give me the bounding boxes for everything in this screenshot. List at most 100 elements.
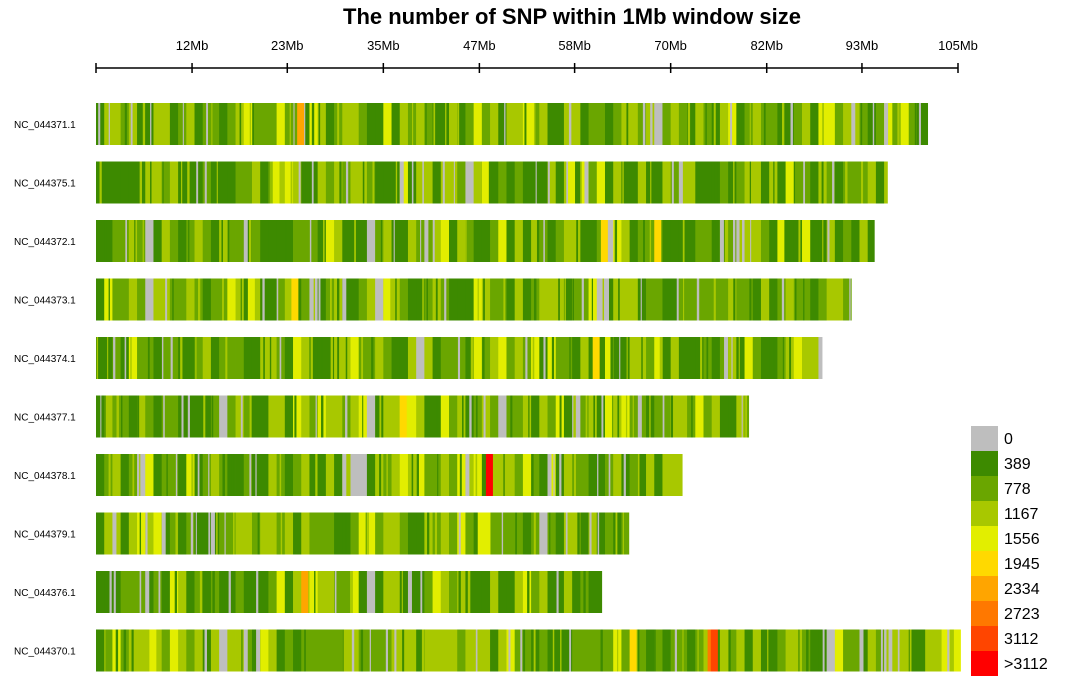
snp-window bbox=[158, 571, 161, 613]
snp-window bbox=[358, 571, 368, 613]
chromosome-label: NC_044370.1 bbox=[14, 647, 76, 658]
snp-window bbox=[843, 278, 852, 321]
snp-window bbox=[219, 161, 228, 204]
legend-entry: 2334 bbox=[971, 576, 1040, 601]
x-tick-label: 82Mb bbox=[750, 38, 783, 53]
snp-window bbox=[391, 220, 401, 262]
snp-window bbox=[547, 103, 557, 145]
snp-window bbox=[459, 454, 462, 496]
snp-window bbox=[323, 220, 325, 262]
snp-window bbox=[424, 571, 433, 613]
snp-window bbox=[126, 454, 129, 496]
snp-window bbox=[139, 454, 141, 496]
snp-window bbox=[650, 161, 652, 204]
snp-window bbox=[490, 454, 499, 496]
snp-window bbox=[416, 454, 425, 496]
snp-window bbox=[366, 103, 376, 145]
snp-window bbox=[766, 278, 770, 321]
legend-label: 0 bbox=[1004, 431, 1013, 448]
snp-window bbox=[687, 278, 696, 321]
snp-window bbox=[760, 161, 770, 204]
snp-window bbox=[187, 161, 190, 204]
snp-window bbox=[769, 278, 778, 321]
snp-window bbox=[104, 571, 113, 613]
snp-window bbox=[900, 629, 910, 672]
snp-window bbox=[532, 337, 535, 379]
snp-window bbox=[515, 512, 517, 555]
snp-window bbox=[145, 512, 148, 555]
snp-window bbox=[580, 454, 589, 496]
snp-window bbox=[458, 571, 461, 613]
legend-swatch bbox=[971, 601, 998, 626]
snp-window bbox=[465, 220, 467, 262]
chromosome-row: NC_044374.1 bbox=[14, 337, 823, 379]
snp-window bbox=[695, 395, 704, 438]
snp-window bbox=[695, 337, 704, 379]
legend-entry: 1945 bbox=[971, 551, 1040, 576]
snp-window bbox=[104, 454, 113, 496]
chromosome-label: NC_044378.1 bbox=[14, 471, 76, 482]
snp-window bbox=[298, 161, 301, 204]
snp-window bbox=[145, 103, 154, 145]
snp-window bbox=[482, 454, 486, 496]
x-tick-label: 47Mb bbox=[463, 38, 496, 53]
snp-window bbox=[744, 629, 754, 672]
snp-window bbox=[161, 337, 171, 379]
snp-window bbox=[260, 512, 263, 555]
snp-window bbox=[514, 454, 524, 496]
snp-window bbox=[662, 337, 672, 379]
snp-window bbox=[553, 454, 555, 496]
snp-window bbox=[583, 571, 586, 613]
snp-window bbox=[130, 337, 132, 379]
snp-window bbox=[345, 337, 348, 379]
snp-window bbox=[822, 629, 825, 672]
legend-entry: 2723 bbox=[971, 601, 1040, 626]
snp-window bbox=[178, 571, 187, 613]
snp-window bbox=[859, 161, 869, 204]
snp-window bbox=[540, 512, 543, 555]
snp-window bbox=[588, 512, 598, 555]
snp-window bbox=[604, 278, 614, 321]
snp-window bbox=[189, 103, 192, 145]
snp-window bbox=[719, 103, 729, 145]
snp-window bbox=[859, 220, 861, 262]
snp-window bbox=[785, 103, 795, 145]
snp-window bbox=[139, 571, 142, 613]
snp-window bbox=[432, 337, 442, 379]
legend-label: 2723 bbox=[1004, 606, 1040, 623]
snp-window bbox=[284, 278, 294, 321]
snp-window bbox=[897, 103, 900, 145]
snp-window bbox=[872, 103, 875, 145]
snp-window bbox=[576, 220, 579, 262]
snp-window bbox=[169, 220, 179, 262]
snp-window bbox=[210, 161, 220, 204]
snp-window bbox=[342, 629, 344, 672]
snp-window bbox=[547, 395, 557, 438]
snp-window bbox=[642, 103, 646, 145]
snp-window bbox=[769, 220, 778, 262]
snp-hotspot bbox=[710, 629, 718, 672]
snp-window bbox=[659, 337, 663, 379]
snp-window bbox=[399, 571, 409, 613]
snp-window bbox=[834, 103, 844, 145]
snp-window bbox=[331, 571, 334, 613]
snp-window bbox=[334, 395, 343, 438]
snp-window bbox=[703, 220, 713, 262]
snp-window bbox=[531, 395, 540, 438]
snp-window bbox=[351, 629, 355, 672]
snp-window bbox=[872, 629, 875, 672]
snp-window bbox=[375, 220, 384, 262]
snp-window bbox=[871, 161, 874, 204]
snp-window bbox=[750, 220, 752, 262]
snp-window bbox=[832, 161, 835, 204]
snp-window-empty bbox=[604, 278, 609, 321]
snp-window bbox=[391, 337, 401, 379]
snp-window bbox=[859, 220, 869, 262]
snp-window bbox=[498, 278, 507, 321]
snp-window bbox=[329, 103, 332, 145]
snp-window bbox=[98, 103, 101, 145]
legend-label: 1556 bbox=[1004, 531, 1040, 548]
snp-window bbox=[416, 629, 425, 672]
snp-window bbox=[202, 337, 212, 379]
snp-window bbox=[601, 395, 604, 438]
